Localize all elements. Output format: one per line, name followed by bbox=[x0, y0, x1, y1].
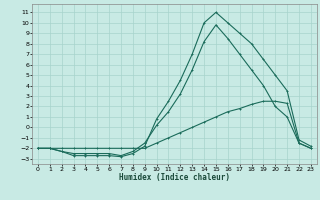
X-axis label: Humidex (Indice chaleur): Humidex (Indice chaleur) bbox=[119, 173, 230, 182]
